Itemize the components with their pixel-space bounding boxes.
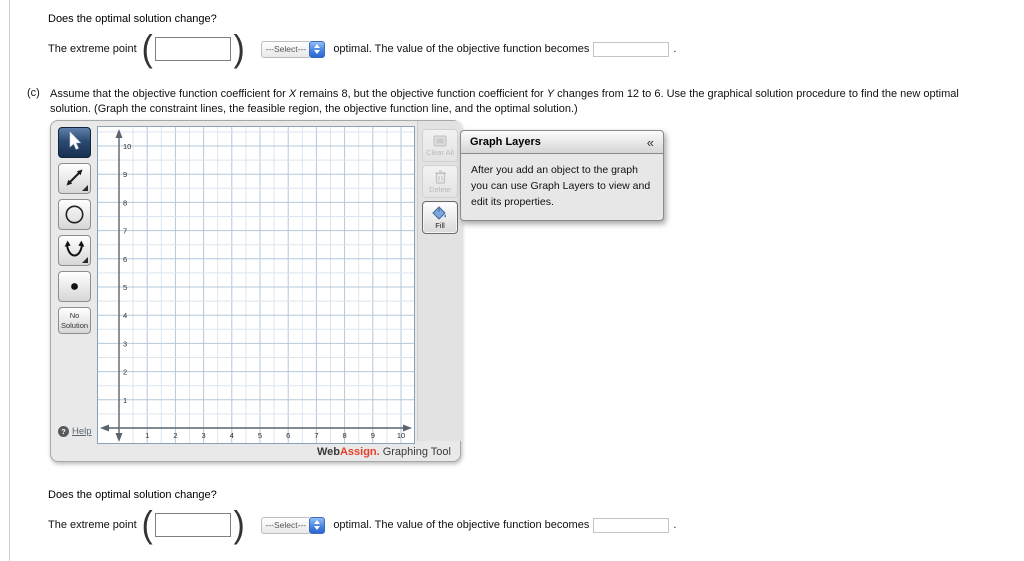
select-selected-value: ---Select--- <box>261 40 310 58</box>
fill-button[interactable]: Fill <box>422 201 458 234</box>
webassign-brand: WebAssign. Graphing Tool <box>317 446 451 458</box>
line-segment-icon <box>66 169 88 191</box>
graph-layers-panel: Graph Layers « After you add an object t… <box>460 130 664 222</box>
answer-prefix-text: The extreme point <box>48 43 137 55</box>
part-c-segment: Assume that the objective function coeff… <box>50 88 289 100</box>
help-label: Help <box>72 426 92 437</box>
graphing-tool-widget: No Solution ? Help 1 2 3 4 5 6 7 8 9 10 1 2 3 4 5 6 7 8 9 1… <box>50 120 462 462</box>
svg-text:5: 5 <box>123 283 127 292</box>
tool-parabola[interactable] <box>58 235 91 266</box>
delete-label: Delete <box>429 184 451 194</box>
circle-icon <box>65 205 84 224</box>
objective-value-input[interactable] <box>593 41 670 57</box>
collapse-panel-icon[interactable]: « <box>646 134 654 150</box>
clear-all-icon <box>433 135 447 146</box>
brand-web: Web <box>316 446 340 458</box>
answer-row: The extreme point ( ) ---Select--- optim… <box>48 28 1004 69</box>
select-stepper-icon <box>309 516 326 534</box>
svg-text:8: 8 <box>343 431 347 440</box>
point-dot-icon <box>71 283 78 290</box>
svg-text:4: 4 <box>123 311 127 320</box>
brand-assign: Assign. <box>339 446 380 458</box>
svg-text:6: 6 <box>123 255 127 264</box>
parabola-icon <box>64 240 88 263</box>
help-icon: ? <box>58 426 69 437</box>
clear-all-button[interactable]: Clear All <box>422 129 458 162</box>
optimality-select[interactable]: ---Select--- <box>261 516 326 534</box>
extreme-point-input[interactable] <box>154 37 231 61</box>
extreme-point-input[interactable] <box>154 513 231 537</box>
variable-y: Y <box>546 88 555 100</box>
help-link[interactable]: ? Help <box>58 426 92 437</box>
pointer-cursor-icon <box>69 131 82 150</box>
tool-point[interactable] <box>58 271 91 302</box>
svg-text:5: 5 <box>258 431 262 440</box>
svg-text:7: 7 <box>314 431 318 440</box>
question-prompt: Does the optimal solution change? <box>48 13 217 25</box>
open-paren: ( <box>141 28 153 69</box>
part-c-instructions: (c) Assume that the objective function c… <box>27 87 1002 117</box>
svg-text:9: 9 <box>123 170 127 179</box>
select-selected-value: ---Select--- <box>261 516 310 534</box>
answer-suffix-text: optimal. The value of the objective func… <box>333 519 590 531</box>
svg-text:3: 3 <box>202 431 206 440</box>
svg-text:6: 6 <box>286 431 290 440</box>
tool-circle[interactable] <box>58 199 91 230</box>
svg-text:9: 9 <box>371 431 375 440</box>
graph-layers-header: Graph Layers « <box>460 130 664 154</box>
select-stepper-icon <box>309 40 326 58</box>
part-c-segment: remains 8, but the objective function co… <box>296 88 547 100</box>
graph-layers-description: After you add an object to the graph you… <box>460 154 664 222</box>
answer-row: The extreme point ( ) ---Select--- optim… <box>48 504 1004 545</box>
graph-canvas[interactable]: 1 2 3 4 5 6 7 8 9 10 1 2 3 4 5 6 7 8 9 10 <box>97 126 415 444</box>
answer-suffix-text: optimal. The value of the objective func… <box>333 43 590 55</box>
tool-line[interactable] <box>58 163 91 194</box>
svg-text:2: 2 <box>173 431 177 440</box>
arrow-up-icon <box>314 520 321 524</box>
arrow-down-icon <box>314 526 321 530</box>
trash-icon <box>434 170 446 184</box>
page-left-border <box>9 0 10 561</box>
paint-bucket-icon <box>432 205 446 220</box>
fill-label: Fill <box>435 220 445 230</box>
brand-suffix: Graphing Tool <box>382 446 451 458</box>
question-block-top: Does the optimal solution change? The ex… <box>48 13 1004 67</box>
open-paren: ( <box>141 504 153 545</box>
variable-x: X <box>288 88 297 100</box>
part-c-label: (c) <box>27 87 40 99</box>
sentence-period: . <box>673 43 677 55</box>
svg-text:10: 10 <box>397 431 405 440</box>
part-c-text: Assume that the objective function coeff… <box>50 87 995 117</box>
arrow-down-icon <box>314 50 321 54</box>
question-prompt: Does the optimal solution change? <box>48 489 217 501</box>
close-paren: ) <box>233 28 245 69</box>
delete-button[interactable]: Delete <box>422 165 458 198</box>
tool-select-pointer[interactable] <box>58 127 91 158</box>
graph-actions-strip: Clear All Delete Fill <box>417 121 462 441</box>
no-solution-label: No Solution <box>60 310 89 330</box>
svg-text:10: 10 <box>123 142 131 151</box>
question-block-bottom: Does the optimal solution change? The ex… <box>48 489 1004 543</box>
svg-text:4: 4 <box>230 431 234 440</box>
svg-text:7: 7 <box>123 227 127 236</box>
clear-all-label: Clear All <box>426 147 454 157</box>
svg-text:1: 1 <box>123 396 127 405</box>
optimality-select[interactable]: ---Select--- <box>261 40 326 58</box>
svg-text:1: 1 <box>145 431 149 440</box>
grid-axes-plot: 1 2 3 4 5 6 7 8 9 10 1 2 3 4 5 6 7 8 9 10 <box>98 127 414 443</box>
part-c-segment: changes from 12 to 6. Use the graphical … <box>50 88 959 115</box>
svg-text:8: 8 <box>123 198 127 207</box>
graph-layers-title: Graph Layers <box>470 136 541 148</box>
tool-no-solution[interactable]: No Solution <box>58 307 91 334</box>
answer-prefix-text: The extreme point <box>48 519 137 531</box>
close-paren: ) <box>233 504 245 545</box>
sentence-period: . <box>673 519 677 531</box>
objective-value-input[interactable] <box>593 517 670 533</box>
svg-text:2: 2 <box>123 368 127 377</box>
svg-text:3: 3 <box>123 339 127 348</box>
arrow-up-icon <box>314 44 321 48</box>
